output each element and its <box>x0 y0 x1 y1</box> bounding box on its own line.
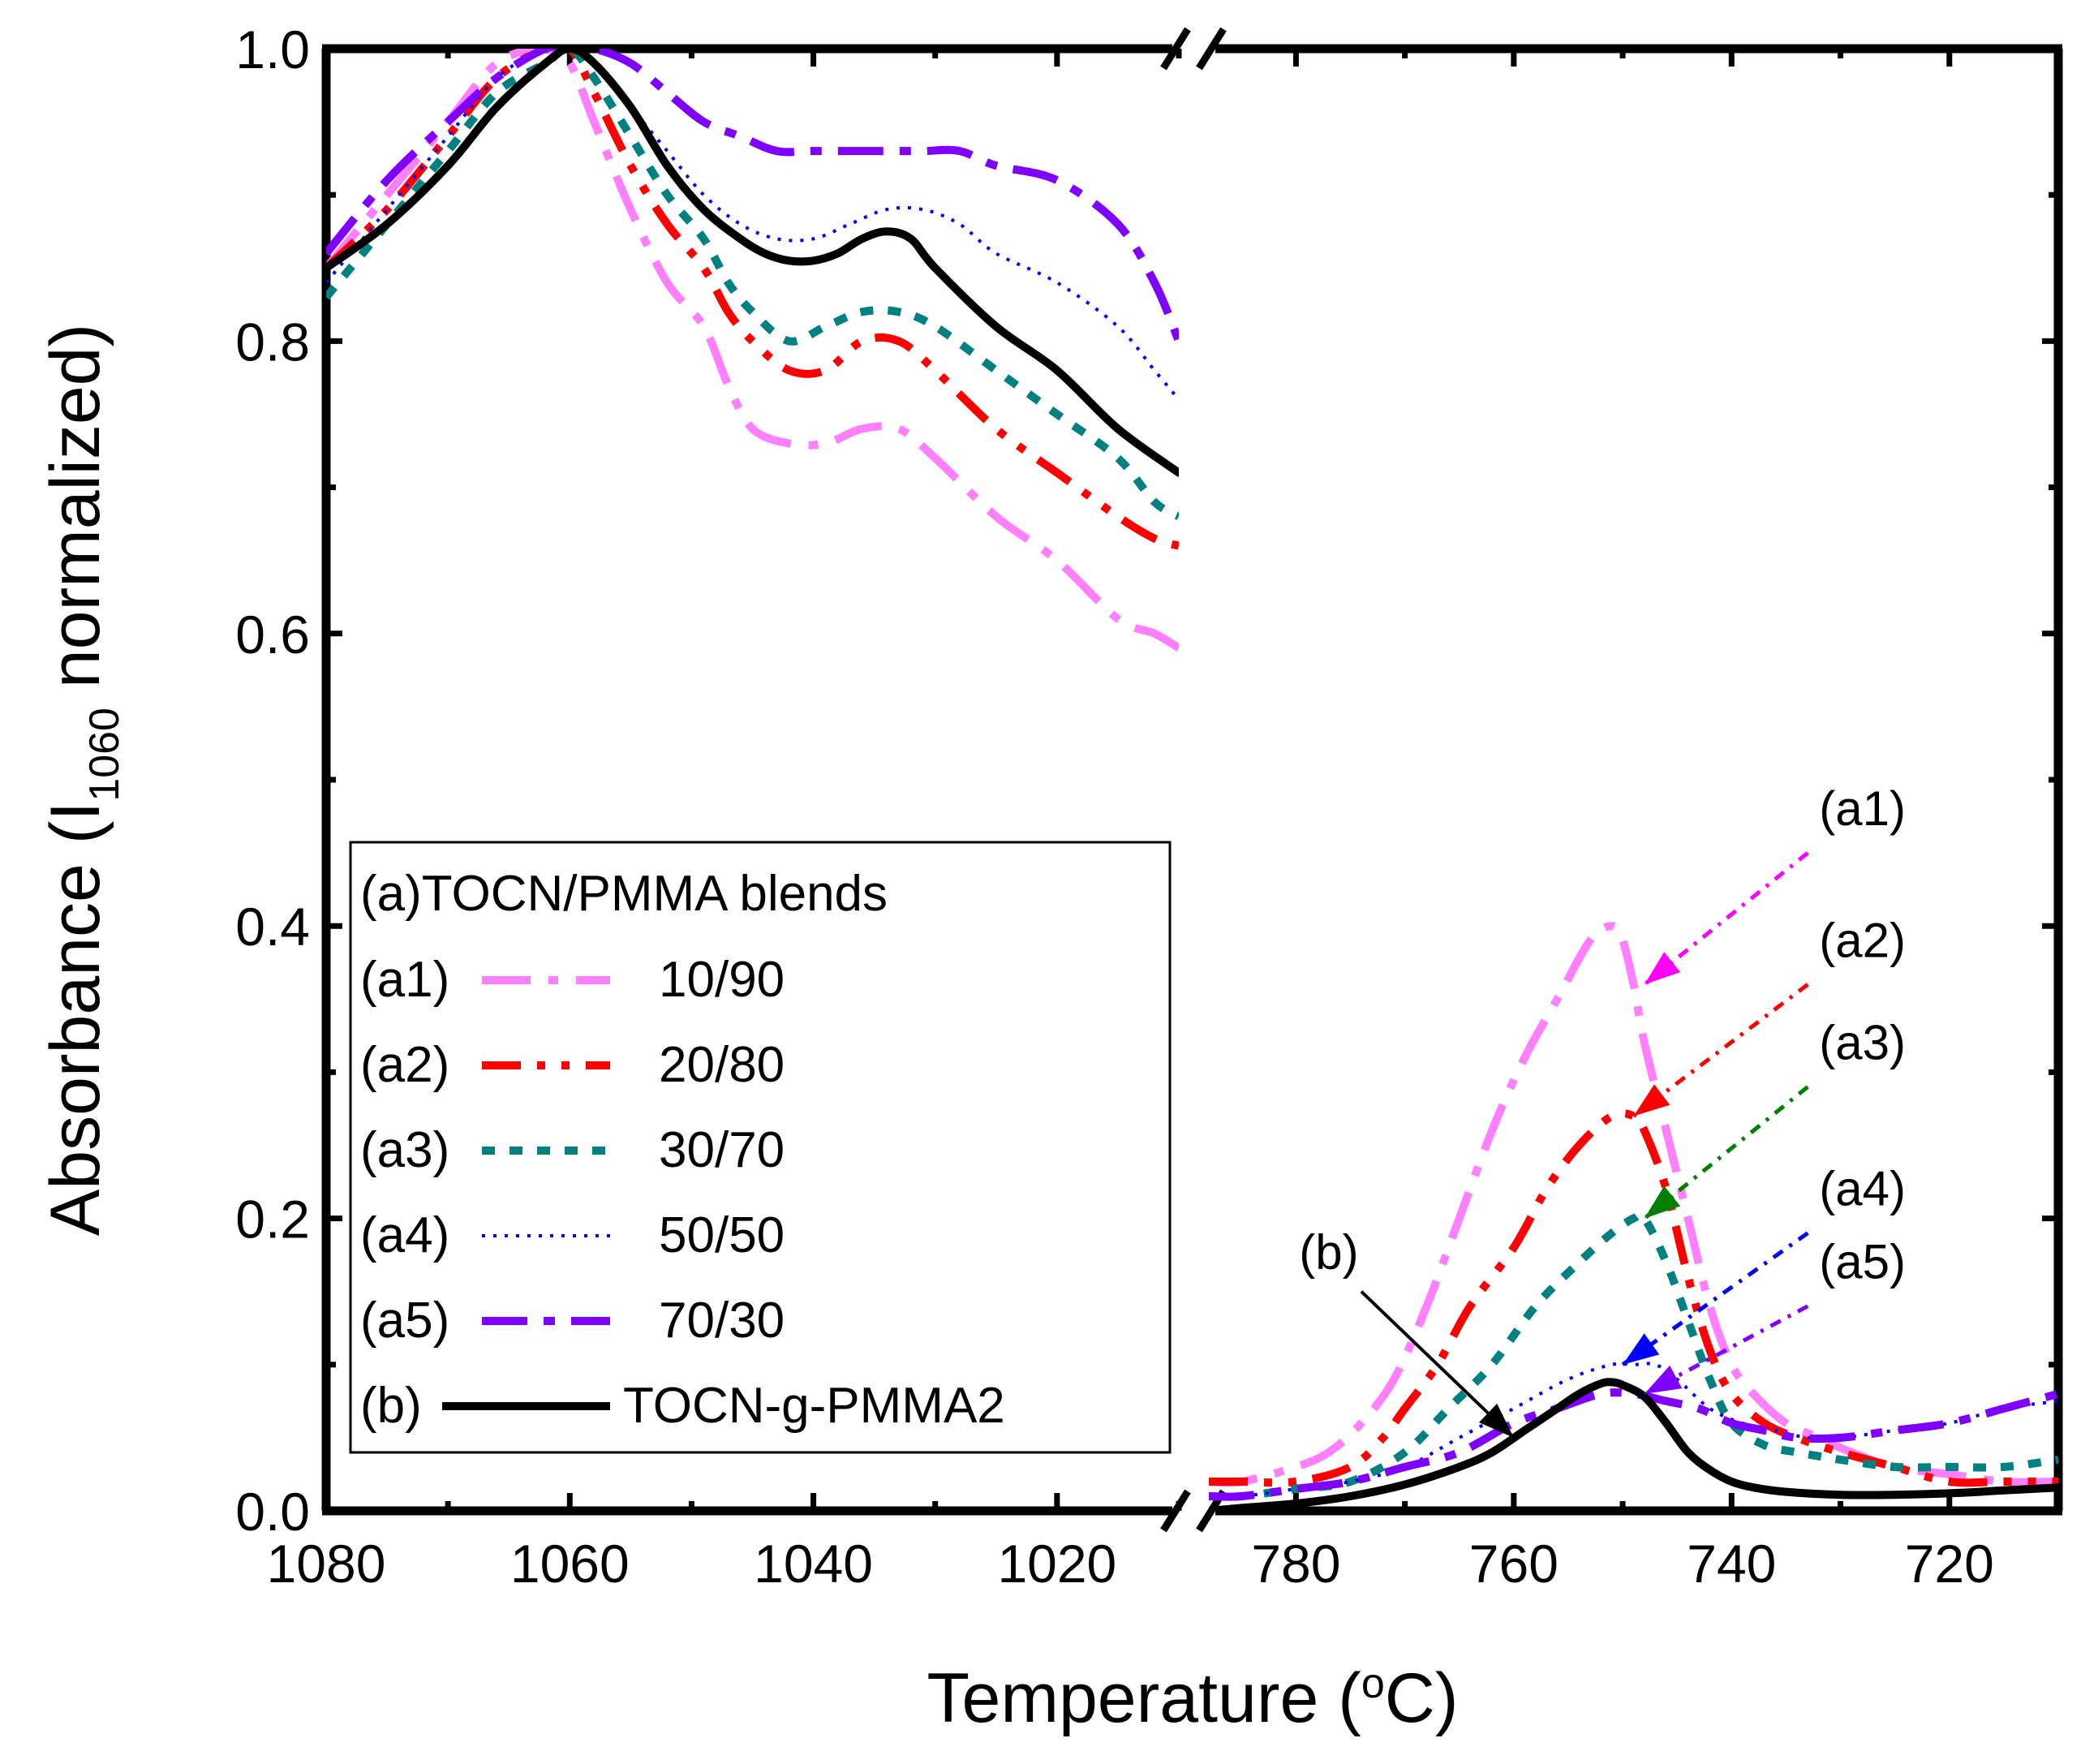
y-tick-label: 0.8 <box>235 312 310 372</box>
legend-tag: (a4) <box>360 1207 449 1263</box>
legend-label: 10/90 <box>659 952 785 1008</box>
legend-entries: (a1) 10/90 (a2) 20/80 (a3) 30/70 (a4) 50/50 (a5)… <box>360 952 1005 1434</box>
x-tick-label: 1040 <box>754 1534 873 1594</box>
series-line-3-right <box>1209 1210 2058 1501</box>
series-line-2-right <box>1209 1109 2058 1487</box>
series-line-4-left <box>326 49 1179 401</box>
legend-tag: (a5) <box>360 1293 449 1349</box>
legend-label: 30/70 <box>659 1122 785 1178</box>
y-tick-label: 1.0 <box>235 19 310 80</box>
series-layer <box>326 49 2058 1511</box>
series-line-1-left <box>326 49 1179 652</box>
ticks: 0.0 0.2 0.4 0.6 0.8 1.0 1080 1060 1040 1020 780 760… <box>235 19 2062 1594</box>
x-tick-label: 1080 <box>267 1534 386 1594</box>
legend: (a)TOCN/PMMA blends (a1) 10/90(a2) 20/80(a… <box>349 841 1172 1454</box>
annotation-label: (a5) <box>1819 1235 1906 1289</box>
annotation-arrow-head <box>1644 952 1681 985</box>
annotation-arrow-head <box>1623 1333 1660 1365</box>
annotation-label: (a1) <box>1819 781 1906 836</box>
series-line-3-left <box>326 49 1179 521</box>
series-line-1-right <box>1209 922 2058 1487</box>
x-tick-label: 740 <box>1687 1534 1776 1594</box>
legend-label: TOCN-g-PMMA2 <box>623 1378 1005 1434</box>
y-tick-label: 0.4 <box>235 897 310 957</box>
axis-break-marker-top <box>1160 27 1227 71</box>
annotation-label: (a3) <box>1819 1015 1906 1069</box>
series-line-4-right <box>1209 1362 2058 1499</box>
annotation-arrow-head <box>1644 1185 1681 1219</box>
annotation-layer: (a1) (a2) (a3) (a4) (a5) (b) <box>1299 781 1906 1439</box>
legend-tag: (a3) <box>360 1122 449 1178</box>
annotation-arrow-head <box>1644 1365 1683 1394</box>
x-axis-title: Temperature (oC) <box>927 1659 1459 1737</box>
annotation-arrow-line <box>1621 1231 1809 1366</box>
y-tick-label: 0.6 <box>235 604 310 665</box>
legend-label: 50/50 <box>659 1207 785 1263</box>
annotation-label: (b) <box>1299 1225 1358 1280</box>
annotation-arrow-head <box>1633 1084 1670 1116</box>
series-line-6-right <box>1209 1378 2058 1511</box>
legend-label: 70/30 <box>659 1293 785 1349</box>
legend-tag: (b) <box>360 1378 422 1434</box>
legend-tag: (a2) <box>360 1037 449 1093</box>
y-axis-title: Absorbance (I1060 normalized) <box>37 324 128 1236</box>
series-line-2-left <box>326 49 1179 550</box>
x-tick-label: 720 <box>1905 1534 1994 1594</box>
annotation-label: (a2) <box>1819 913 1906 967</box>
x-tick-label: 760 <box>1469 1534 1559 1594</box>
y-tick-label: 0.0 <box>235 1482 310 1542</box>
series-line-5-left <box>326 49 1179 343</box>
legend-tag: (a1) <box>360 952 449 1008</box>
x-tick-label: 1020 <box>997 1534 1116 1594</box>
y-tick-label: 0.2 <box>235 1190 310 1250</box>
annotation-arrow-head <box>1479 1403 1514 1438</box>
x-tick-label: 1060 <box>510 1534 630 1594</box>
x-tick-label: 780 <box>1251 1534 1340 1594</box>
series-line-6-left <box>326 49 1179 477</box>
annotation-label: (a4) <box>1819 1162 1906 1216</box>
annotation-arrow-line <box>1632 983 1809 1118</box>
plot-frame <box>321 27 2063 1533</box>
legend-title: (a)TOCN/PMMA blends <box>360 866 888 922</box>
legend-label: 20/80 <box>659 1037 785 1093</box>
